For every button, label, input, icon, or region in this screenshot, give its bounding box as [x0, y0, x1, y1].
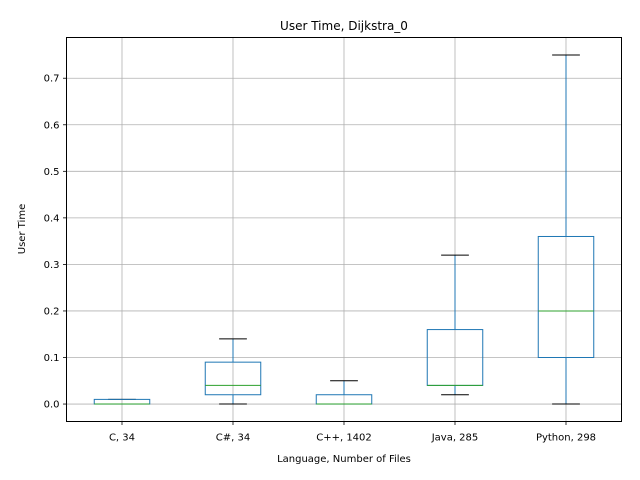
box-body [204, 361, 262, 396]
y-tick-label: 0.6 [44, 120, 60, 131]
x-tick-label: C#, 34 [216, 433, 250, 444]
chart-title: User Time, Dijkstra_0 [280, 19, 408, 33]
y-tick-label: 0.2 [44, 306, 60, 317]
x-tick-label: C++, 1402 [316, 433, 372, 444]
box-0 [93, 398, 151, 405]
y-tick-label: 0.0 [44, 400, 60, 411]
grid [66, 37, 622, 422]
box-1 [204, 338, 262, 405]
box-3 [426, 254, 484, 396]
y-tick-label: 0.3 [44, 260, 60, 271]
y-tick-label: 0.1 [44, 353, 60, 364]
x-tick-label: Java, 285 [431, 433, 479, 444]
y-axis-title: User Time [17, 204, 28, 254]
y-tick-label: 0.5 [44, 167, 60, 178]
y-tick-label: 0.7 [44, 74, 60, 85]
box-4 [537, 54, 595, 405]
axis-ticks: 0.0 0.1 0.2 0.3 0.4 0.5 0.6 0.7 C, 34 C#, 34 C++, … [44, 74, 596, 444]
box-series [93, 54, 595, 405]
x-axis-title: Language, Number of Files [277, 454, 411, 465]
x-tick-label: Python, 298 [536, 433, 596, 444]
x-tick-label: C, 34 [109, 433, 135, 444]
y-tick-label: 0.4 [44, 213, 60, 224]
box-body [537, 235, 595, 358]
box-2 [315, 380, 373, 405]
